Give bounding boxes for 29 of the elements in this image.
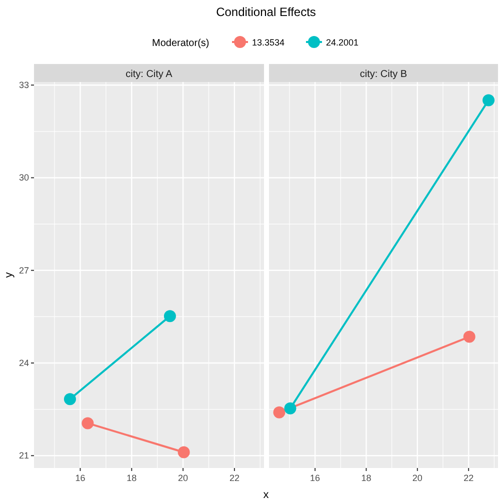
x-tick-label: 20: [178, 473, 188, 483]
point: [284, 402, 296, 414]
y-tick-label: 24: [18, 358, 29, 368]
x-tick-label: 22: [229, 473, 240, 483]
chart-subtitle: city: City A: [126, 69, 173, 80]
point: [64, 393, 76, 406]
x-tick-label: 20: [412, 473, 422, 483]
y-tick-label: 33: [18, 80, 29, 90]
point: [164, 310, 176, 322]
point: [178, 446, 190, 458]
x-axis-title: x: [263, 489, 270, 501]
legend-title: Moderator(s): [152, 38, 210, 49]
point: [273, 406, 286, 418]
x-tick-label: 16: [75, 473, 86, 483]
legend-label: 24.2001: [326, 38, 359, 48]
x-tick-label: 18: [361, 473, 372, 483]
x-tick-label: 16: [310, 473, 320, 483]
point: [463, 330, 476, 343]
y-axis-title: y: [3, 272, 15, 278]
x-tick-label: 22: [464, 473, 474, 483]
point: [482, 94, 495, 106]
chart-title: Conditional Effects: [216, 5, 316, 19]
y-tick-label: 30: [18, 172, 29, 183]
y-tick-label: 21: [18, 450, 29, 461]
x-tick-label: 18: [126, 473, 137, 483]
chart-subtitle: city: City B: [360, 69, 408, 80]
legend-label: 13.3534: [252, 38, 285, 48]
point: [82, 417, 94, 430]
y-tick-label: 27: [18, 265, 29, 276]
